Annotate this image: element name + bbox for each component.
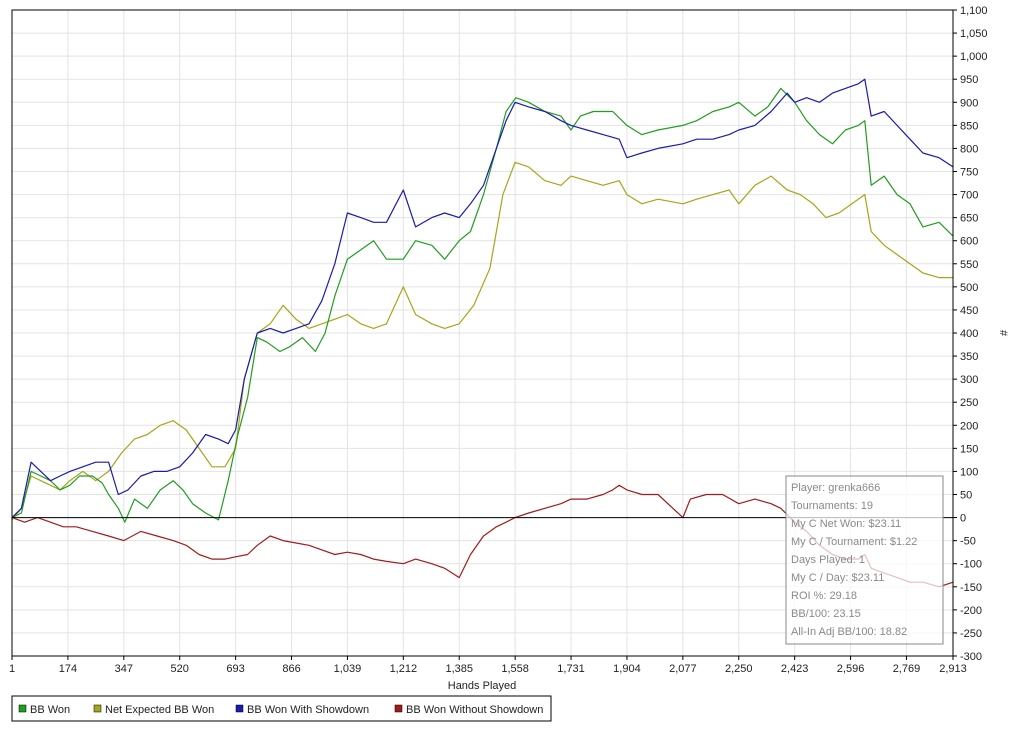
legend: BB Won Net Expected BB Won BB Won With S… [11,695,552,722]
stats-line: My C / Tournament: $1.22 [791,536,917,548]
legend-label: BB Won Without Showdown [406,704,543,716]
y-tick-label: 900 [960,97,978,109]
y-tick-label: 450 [960,305,978,317]
stats-line: Days Played: 1 [791,554,865,566]
y-tick-label: 400 [960,328,978,340]
y-tick-label: 650 [960,213,978,225]
x-tick-label: 1,385 [445,663,473,675]
legend-swatch [18,704,27,713]
series-line-bb-won [11,87,954,523]
y-tick-label: 250 [960,397,978,409]
y-tick-label: 700 [960,190,978,202]
grid [11,9,954,657]
y-tick-label: 1,000 [960,51,988,63]
x-tick-label: 866 [282,663,300,675]
y-tick-label: 150 [960,443,978,455]
series-lines [11,78,954,588]
x-tick-label: 2,250 [725,663,753,675]
y-tick-label: -50 [960,536,976,548]
x-tick-label: 693 [226,663,244,675]
x-axis: 1 174 347 520 693 866 1,039 1,212 1,385 1,558 1,73… [9,656,967,675]
x-tick-label: 174 [59,663,77,675]
stats-line: Tournaments: 19 [791,500,873,512]
x-tick-label: 347 [115,663,133,675]
x-tick-label: 1,904 [613,663,641,675]
x-tick-label: 520 [171,663,189,675]
stats-box: Player: grenka666 Tournaments: 19 My C N… [785,475,944,645]
y-axis-label: # [997,330,1009,337]
y-tick-label: 550 [960,259,978,271]
legend-label: BB Won With Showdown [247,704,369,716]
stats-line: ROI %: 29.18 [791,590,857,602]
legend-frame [11,695,552,722]
y-tick-label: 350 [960,351,978,363]
stats-line: My C / Day: $23.11 [791,572,884,584]
legend-label: BB Won [30,704,70,716]
legend-item-bb-won-with-showdown: BB Won With Showdown [235,704,369,716]
x-tick-label: 2,596 [837,663,865,675]
stats-line: Player: grenka666 [791,482,880,494]
series-line-bb-won-with-showdown [11,78,954,519]
legend-item-bb-won: BB Won [18,704,70,716]
y-tick-label: 50 [960,490,972,502]
y-tick-label: 750 [960,167,978,179]
y-tick-label: 950 [960,74,978,86]
x-tick-label: 2,423 [781,663,809,675]
legend-label: Net Expected BB Won [105,704,214,716]
x-tick-label: 1,212 [390,663,418,675]
y-tick-label: -300 [960,651,982,663]
stats-box-frame [785,475,944,645]
y-axis: -300 -250 -200 -150 -100 -50 0 50 100 150 200 250 30… [953,5,988,663]
y-tick-label: 850 [960,120,978,132]
y-tick-label: 500 [960,282,978,294]
y-tick-label: 300 [960,374,978,386]
y-tick-label: 1,050 [960,28,988,40]
x-tick-label: 2,077 [669,663,697,675]
stats-line: My C Net Won: $23.11 [791,518,901,530]
y-tick-label: 600 [960,236,978,248]
legend-swatch [235,704,244,713]
legend-item-bb-won-without-showdown: BB Won Without Showdown [394,704,543,716]
legend-swatch [394,704,403,713]
y-tick-label: 200 [960,420,978,432]
legend-item-net-expected-bb-won: Net Expected BB Won [93,704,214,716]
x-tick-label: 1,558 [501,663,529,675]
x-tick-label: 1,731 [557,663,585,675]
y-tick-label: 0 [960,513,966,525]
y-tick-label: -100 [960,559,982,571]
x-tick-label: 2,769 [893,663,921,675]
x-tick-label: 2,913 [939,663,967,675]
y-tick-label: 100 [960,466,978,478]
x-axis-label: Hands Played [448,680,517,692]
y-tick-label: 1,100 [960,5,988,17]
x-tick-label: 1,039 [334,663,362,675]
y-tick-label: -150 [960,582,982,594]
stats-line: All-In Adj BB/100: 18.82 [791,626,907,638]
y-tick-label: -200 [960,605,982,617]
y-tick-label: -250 [960,628,982,640]
legend-swatch [93,704,102,713]
x-tick-label: 1 [9,663,15,675]
y-tick-label: 800 [960,143,978,155]
stats-line: BB/100: 23.15 [791,608,861,620]
series-line-net-expected-bb-won [11,161,953,521]
